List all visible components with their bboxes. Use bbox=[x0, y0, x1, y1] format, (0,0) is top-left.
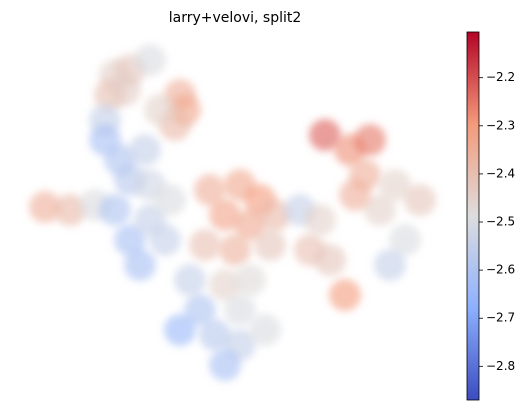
colorbar-tick-label: −2.6 bbox=[486, 263, 515, 277]
point bbox=[154, 184, 186, 216]
point bbox=[134, 44, 166, 76]
colorbar-tick-label: −2.8 bbox=[486, 359, 515, 373]
point bbox=[124, 249, 156, 281]
point bbox=[224, 294, 256, 326]
point bbox=[314, 244, 346, 276]
point bbox=[234, 264, 266, 296]
point bbox=[149, 224, 181, 256]
colorbar-tick-label: −2.4 bbox=[486, 166, 515, 180]
point bbox=[339, 179, 371, 211]
point bbox=[404, 184, 436, 216]
point bbox=[164, 314, 196, 346]
point bbox=[144, 94, 176, 126]
colorbar-tick-label: −2.7 bbox=[486, 311, 515, 325]
point bbox=[219, 234, 251, 266]
point bbox=[199, 319, 231, 351]
point bbox=[174, 264, 206, 296]
point bbox=[374, 249, 406, 281]
chart-title: larry+velovi, split2 bbox=[169, 10, 302, 26]
point bbox=[209, 349, 241, 381]
point bbox=[354, 124, 386, 156]
point bbox=[129, 134, 161, 166]
point bbox=[329, 279, 361, 311]
point bbox=[364, 194, 396, 226]
point bbox=[379, 169, 411, 201]
point bbox=[99, 194, 131, 226]
colorbar-tick-label: −2.3 bbox=[486, 118, 515, 132]
point bbox=[234, 209, 266, 241]
point bbox=[194, 174, 226, 206]
point bbox=[209, 199, 241, 231]
point bbox=[259, 199, 291, 231]
point bbox=[254, 229, 286, 261]
colorbar-tick-label: −2.5 bbox=[486, 215, 515, 229]
points bbox=[29, 44, 436, 381]
point bbox=[184, 294, 216, 326]
colorbar-tick-label: −2.2 bbox=[486, 70, 515, 84]
colorbar bbox=[466, 31, 480, 401]
point bbox=[209, 269, 241, 301]
point bbox=[109, 74, 141, 106]
point bbox=[304, 204, 336, 236]
point bbox=[54, 194, 86, 226]
point bbox=[249, 314, 281, 346]
point bbox=[309, 119, 341, 151]
point bbox=[29, 191, 61, 223]
point bbox=[389, 224, 421, 256]
point bbox=[114, 224, 146, 256]
point bbox=[189, 229, 221, 261]
